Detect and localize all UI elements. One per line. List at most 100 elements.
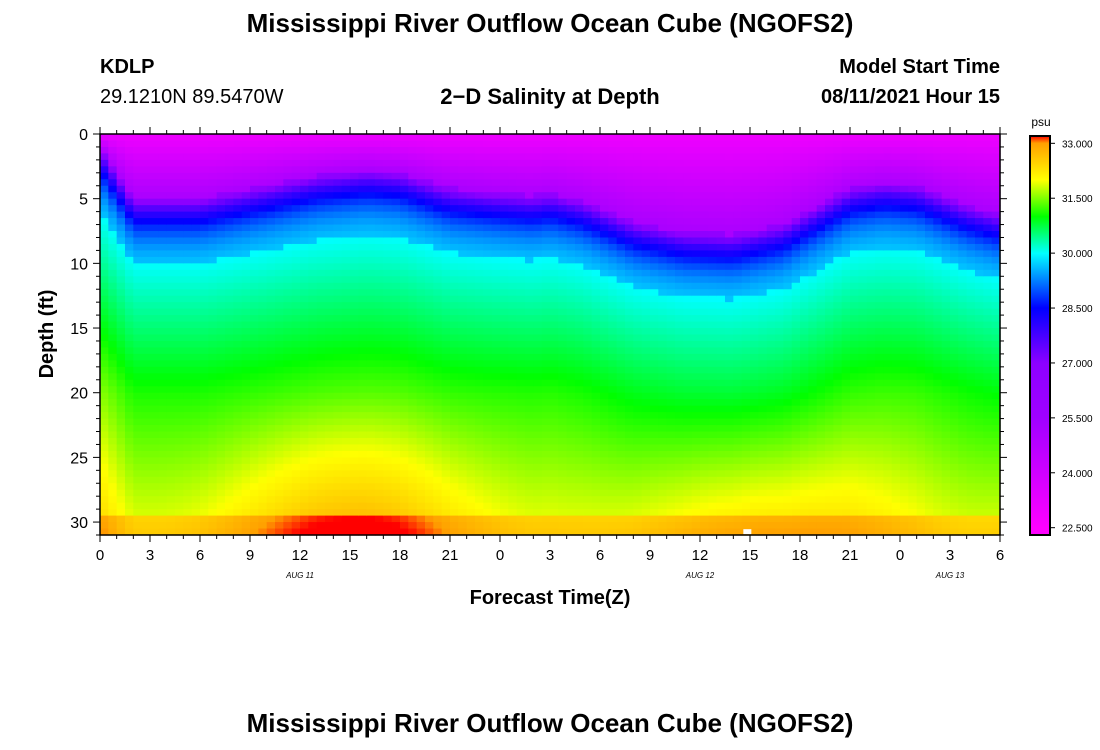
heatmap-cell — [100, 405, 109, 413]
heatmap-cell — [291, 360, 301, 368]
heatmap-cell — [441, 489, 451, 497]
heatmap-cell — [250, 347, 259, 355]
heatmap-cell — [741, 353, 751, 361]
heatmap-cell — [358, 457, 368, 465]
heatmap-cell — [550, 243, 559, 252]
heatmap-cell — [608, 463, 618, 471]
heatmap-cell — [216, 224, 226, 232]
heatmap-cell — [691, 437, 701, 446]
heatmap-cell — [583, 425, 593, 433]
heatmap-cell — [750, 276, 759, 284]
heatmap-cell — [300, 392, 309, 400]
heatmap-cell — [358, 463, 368, 471]
heatmap-cell — [600, 231, 609, 239]
heatmap-cell — [533, 386, 543, 394]
heatmap-cell — [641, 360, 651, 368]
heatmap-cell — [208, 308, 218, 316]
heatmap-cell — [750, 489, 759, 497]
heatmap-cell — [166, 379, 176, 387]
heatmap-cell — [266, 211, 276, 219]
heatmap-cell — [475, 450, 484, 458]
heatmap-cell — [491, 360, 501, 368]
heatmap-cell — [658, 140, 668, 148]
heatmap-cell — [241, 153, 251, 161]
heatmap-cell — [241, 476, 251, 484]
heatmap-cell — [591, 437, 601, 446]
heatmap-cell — [650, 457, 659, 465]
heatmap-cell — [600, 269, 609, 277]
heatmap-cell — [316, 392, 326, 400]
heatmap-cell — [291, 489, 301, 497]
heatmap-cell — [466, 399, 476, 407]
heatmap-cell — [125, 321, 134, 329]
heatmap-cell — [375, 392, 384, 400]
heatmap-cell — [183, 476, 193, 484]
heatmap-cell — [733, 496, 743, 504]
heatmap-cell — [466, 237, 476, 245]
heatmap-cell — [166, 528, 176, 536]
heatmap-cell — [600, 392, 609, 400]
heatmap-cell — [558, 515, 568, 523]
heatmap-cell — [100, 444, 109, 452]
heatmap-cell — [483, 276, 493, 284]
heatmap-cell — [175, 379, 184, 387]
heatmap-cell — [533, 522, 543, 530]
heatmap-cell — [383, 418, 393, 426]
heatmap-cell — [566, 412, 576, 420]
heatmap-cell — [458, 211, 468, 219]
heatmap-cell — [375, 431, 384, 439]
heatmap-cell — [350, 353, 359, 361]
heatmap-cell — [633, 243, 643, 252]
heatmap-cell — [408, 450, 418, 458]
heatmap-cell — [583, 218, 593, 226]
heatmap-cell — [666, 392, 676, 400]
heatmap-cell — [650, 386, 659, 394]
heatmap-cell — [233, 146, 243, 155]
heatmap-cell — [133, 140, 143, 148]
heatmap-cell — [500, 159, 509, 167]
heatmap-cell — [266, 360, 276, 368]
heatmap-cell — [758, 153, 768, 161]
heatmap-cell — [166, 476, 176, 484]
heatmap-cell — [533, 412, 543, 420]
heatmap-cell — [266, 153, 276, 161]
heatmap-cell — [541, 269, 551, 277]
heatmap-cell — [666, 166, 676, 174]
heatmap-cell — [341, 263, 351, 271]
heatmap-cell — [600, 237, 609, 245]
heatmap-cell — [758, 522, 768, 530]
heatmap-cell — [758, 334, 768, 342]
heatmap-cell — [275, 166, 284, 174]
heatmap-cell — [691, 366, 701, 374]
heatmap-cell — [408, 263, 418, 271]
heatmap-cell — [283, 146, 293, 155]
heatmap-cell — [583, 334, 593, 342]
heatmap-cell — [158, 198, 168, 206]
heatmap-cell — [716, 192, 726, 200]
heatmap-cell — [108, 159, 118, 167]
heatmap-cell — [625, 295, 634, 303]
heatmap-cell — [250, 450, 259, 458]
heatmap-cell — [550, 172, 559, 180]
heatmap-cell — [100, 328, 109, 336]
heatmap-cell — [375, 412, 384, 420]
heatmap-cell — [408, 334, 418, 342]
heatmap-cell — [325, 159, 334, 167]
heatmap-cell — [375, 360, 384, 368]
heatmap-cell — [491, 405, 501, 413]
heatmap-cell — [133, 198, 143, 206]
heatmap-cell — [625, 431, 634, 439]
heatmap-cell — [683, 146, 693, 155]
heatmap-cell — [475, 308, 484, 316]
heatmap-cell — [708, 237, 718, 245]
heatmap-cell — [716, 496, 726, 504]
heatmap-cell — [466, 205, 476, 213]
heatmap-cell — [425, 198, 434, 206]
heatmap-cell — [266, 140, 276, 148]
heatmap-cell — [291, 502, 301, 510]
heatmap-cell — [283, 328, 293, 336]
heatmap-cell — [400, 373, 409, 381]
heatmap-cell — [641, 386, 651, 394]
heatmap-cell — [241, 289, 251, 297]
heatmap-cell — [691, 243, 701, 252]
